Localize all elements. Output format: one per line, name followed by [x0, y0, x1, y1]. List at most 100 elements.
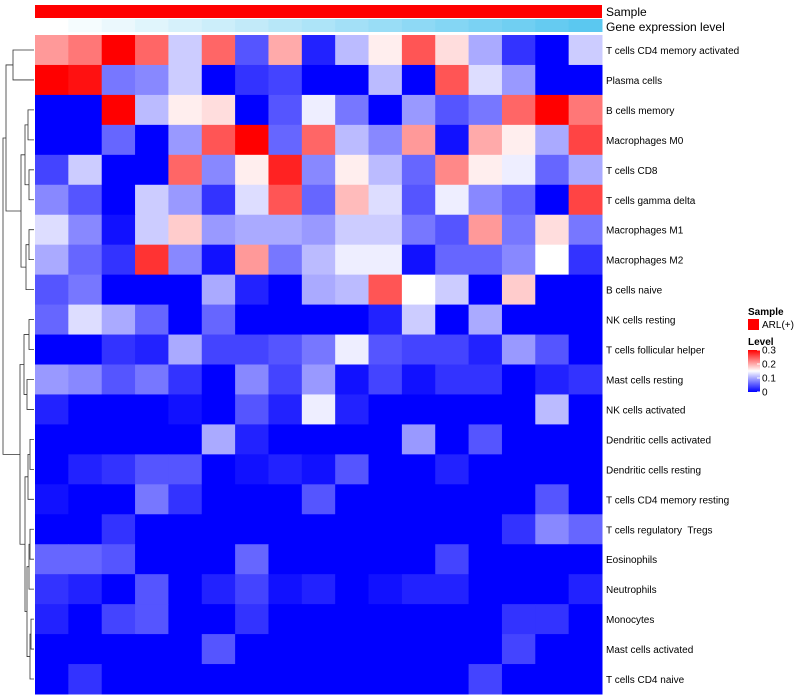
heatmap-cell	[68, 215, 102, 245]
heatmap-cell	[268, 275, 302, 305]
heatmap-cell	[335, 544, 369, 574]
heatmap-cell	[135, 275, 169, 305]
heatmap-cell	[235, 664, 269, 694]
row-label: B cells naive	[606, 286, 663, 297]
dendrogram-branch	[30, 529, 34, 559]
heatmap-cell	[168, 424, 202, 454]
row-label: Plasma cells	[606, 76, 662, 87]
legend-sample-entry: ARL(+)	[762, 320, 794, 331]
heatmap-cell	[335, 185, 369, 215]
heatmap-cell	[335, 484, 369, 514]
heatmap-cell	[68, 305, 102, 335]
heatmap-cell	[302, 95, 336, 125]
heatmap-cell	[68, 484, 102, 514]
heatmap-cell	[302, 185, 336, 215]
gene-expression-annotation-cell	[202, 19, 236, 32]
heatmap-cell	[569, 305, 603, 335]
legend-tick-label: 0.3	[762, 346, 776, 357]
heatmap-cell	[535, 215, 569, 245]
heatmap-cell	[102, 95, 136, 125]
gene-expression-annotation-cell	[369, 19, 403, 32]
heatmap-cell	[102, 215, 136, 245]
heatmap-cell	[302, 604, 336, 634]
heatmap-cell	[268, 664, 302, 694]
heatmap-cell	[369, 634, 403, 664]
heatmap-cell	[35, 424, 69, 454]
heatmap-cell	[202, 185, 236, 215]
heatmap-cell	[268, 245, 302, 275]
heatmap-cell	[369, 574, 403, 604]
heatmap-cell	[535, 305, 569, 335]
heatmap-cell	[402, 65, 436, 95]
heatmap-cell	[302, 365, 336, 395]
heatmap-cell	[302, 634, 336, 664]
heatmap-cell	[102, 544, 136, 574]
heatmap-cell	[569, 245, 603, 275]
heatmap-cell	[68, 95, 102, 125]
heatmap-cell	[68, 424, 102, 454]
heatmap-cell	[302, 484, 336, 514]
heatmap-cell	[369, 454, 403, 484]
heatmap-cell	[369, 514, 403, 544]
heatmap-cell	[102, 365, 136, 395]
heatmap-cell	[35, 65, 69, 95]
heatmap-cell	[168, 215, 202, 245]
gene-expression-annotation-cell	[268, 19, 302, 32]
annotation-tracks: Sample Gene expression level	[35, 5, 725, 34]
heatmap-cell	[569, 335, 603, 365]
heatmap-cell	[502, 424, 536, 454]
heatmap-cell	[402, 514, 436, 544]
dendrogram-branch	[13, 50, 34, 80]
dendrogram-branch	[29, 320, 34, 350]
heatmap-cell	[68, 634, 102, 664]
heatmap-cell	[402, 544, 436, 574]
heatmap-cell	[469, 664, 503, 694]
heatmap-cell	[168, 574, 202, 604]
heatmap-cell	[135, 185, 169, 215]
heatmap-cell	[535, 245, 569, 275]
heatmap-cell	[435, 365, 469, 395]
heatmap-cell	[202, 365, 236, 395]
heatmap-cell	[335, 65, 369, 95]
heatmap-cell	[168, 664, 202, 694]
heatmap-cell	[369, 305, 403, 335]
heatmap-cell	[535, 574, 569, 604]
dendrogram-branch	[27, 379, 34, 409]
heatmap-cell	[235, 185, 269, 215]
heatmap-cell	[469, 424, 503, 454]
heatmap-cell	[535, 125, 569, 155]
heatmap-cell	[35, 305, 69, 335]
heatmap-cell	[435, 604, 469, 634]
heatmap-cell	[302, 664, 336, 694]
heatmap-cell	[168, 95, 202, 125]
heatmap-cell	[369, 275, 403, 305]
heatmap-cell	[68, 35, 102, 65]
heatmap-cell	[235, 335, 269, 365]
heatmap-cell	[235, 215, 269, 245]
heatmap-cell	[435, 454, 469, 484]
dendrogram-branch	[30, 439, 34, 469]
heatmap-figure: Sample Gene expression level T cells CD4…	[0, 0, 800, 700]
heatmap-cell	[268, 454, 302, 484]
heatmap-cell	[35, 335, 69, 365]
heatmap-cell	[402, 454, 436, 484]
heatmap-cell	[35, 484, 69, 514]
heatmap-cell	[435, 215, 469, 245]
heatmap-cell	[135, 365, 169, 395]
gene-expression-annotation-cell	[435, 19, 469, 32]
heatmap-cell	[135, 394, 169, 424]
heatmap-cell	[469, 215, 503, 245]
heatmap-cell	[268, 215, 302, 245]
row-label: Dendritic cells resting	[606, 465, 701, 476]
heatmap-cell	[102, 514, 136, 544]
heatmap-cell	[68, 275, 102, 305]
heatmap-cell	[435, 394, 469, 424]
heatmap-cell	[202, 544, 236, 574]
heatmap-cell	[235, 604, 269, 634]
heatmap-cell	[402, 604, 436, 634]
heatmap-cell	[569, 35, 603, 65]
heatmap-cell	[168, 604, 202, 634]
heatmap-cell	[469, 335, 503, 365]
gene-expression-annotation-cell	[168, 19, 202, 32]
heatmap-cell	[335, 35, 369, 65]
